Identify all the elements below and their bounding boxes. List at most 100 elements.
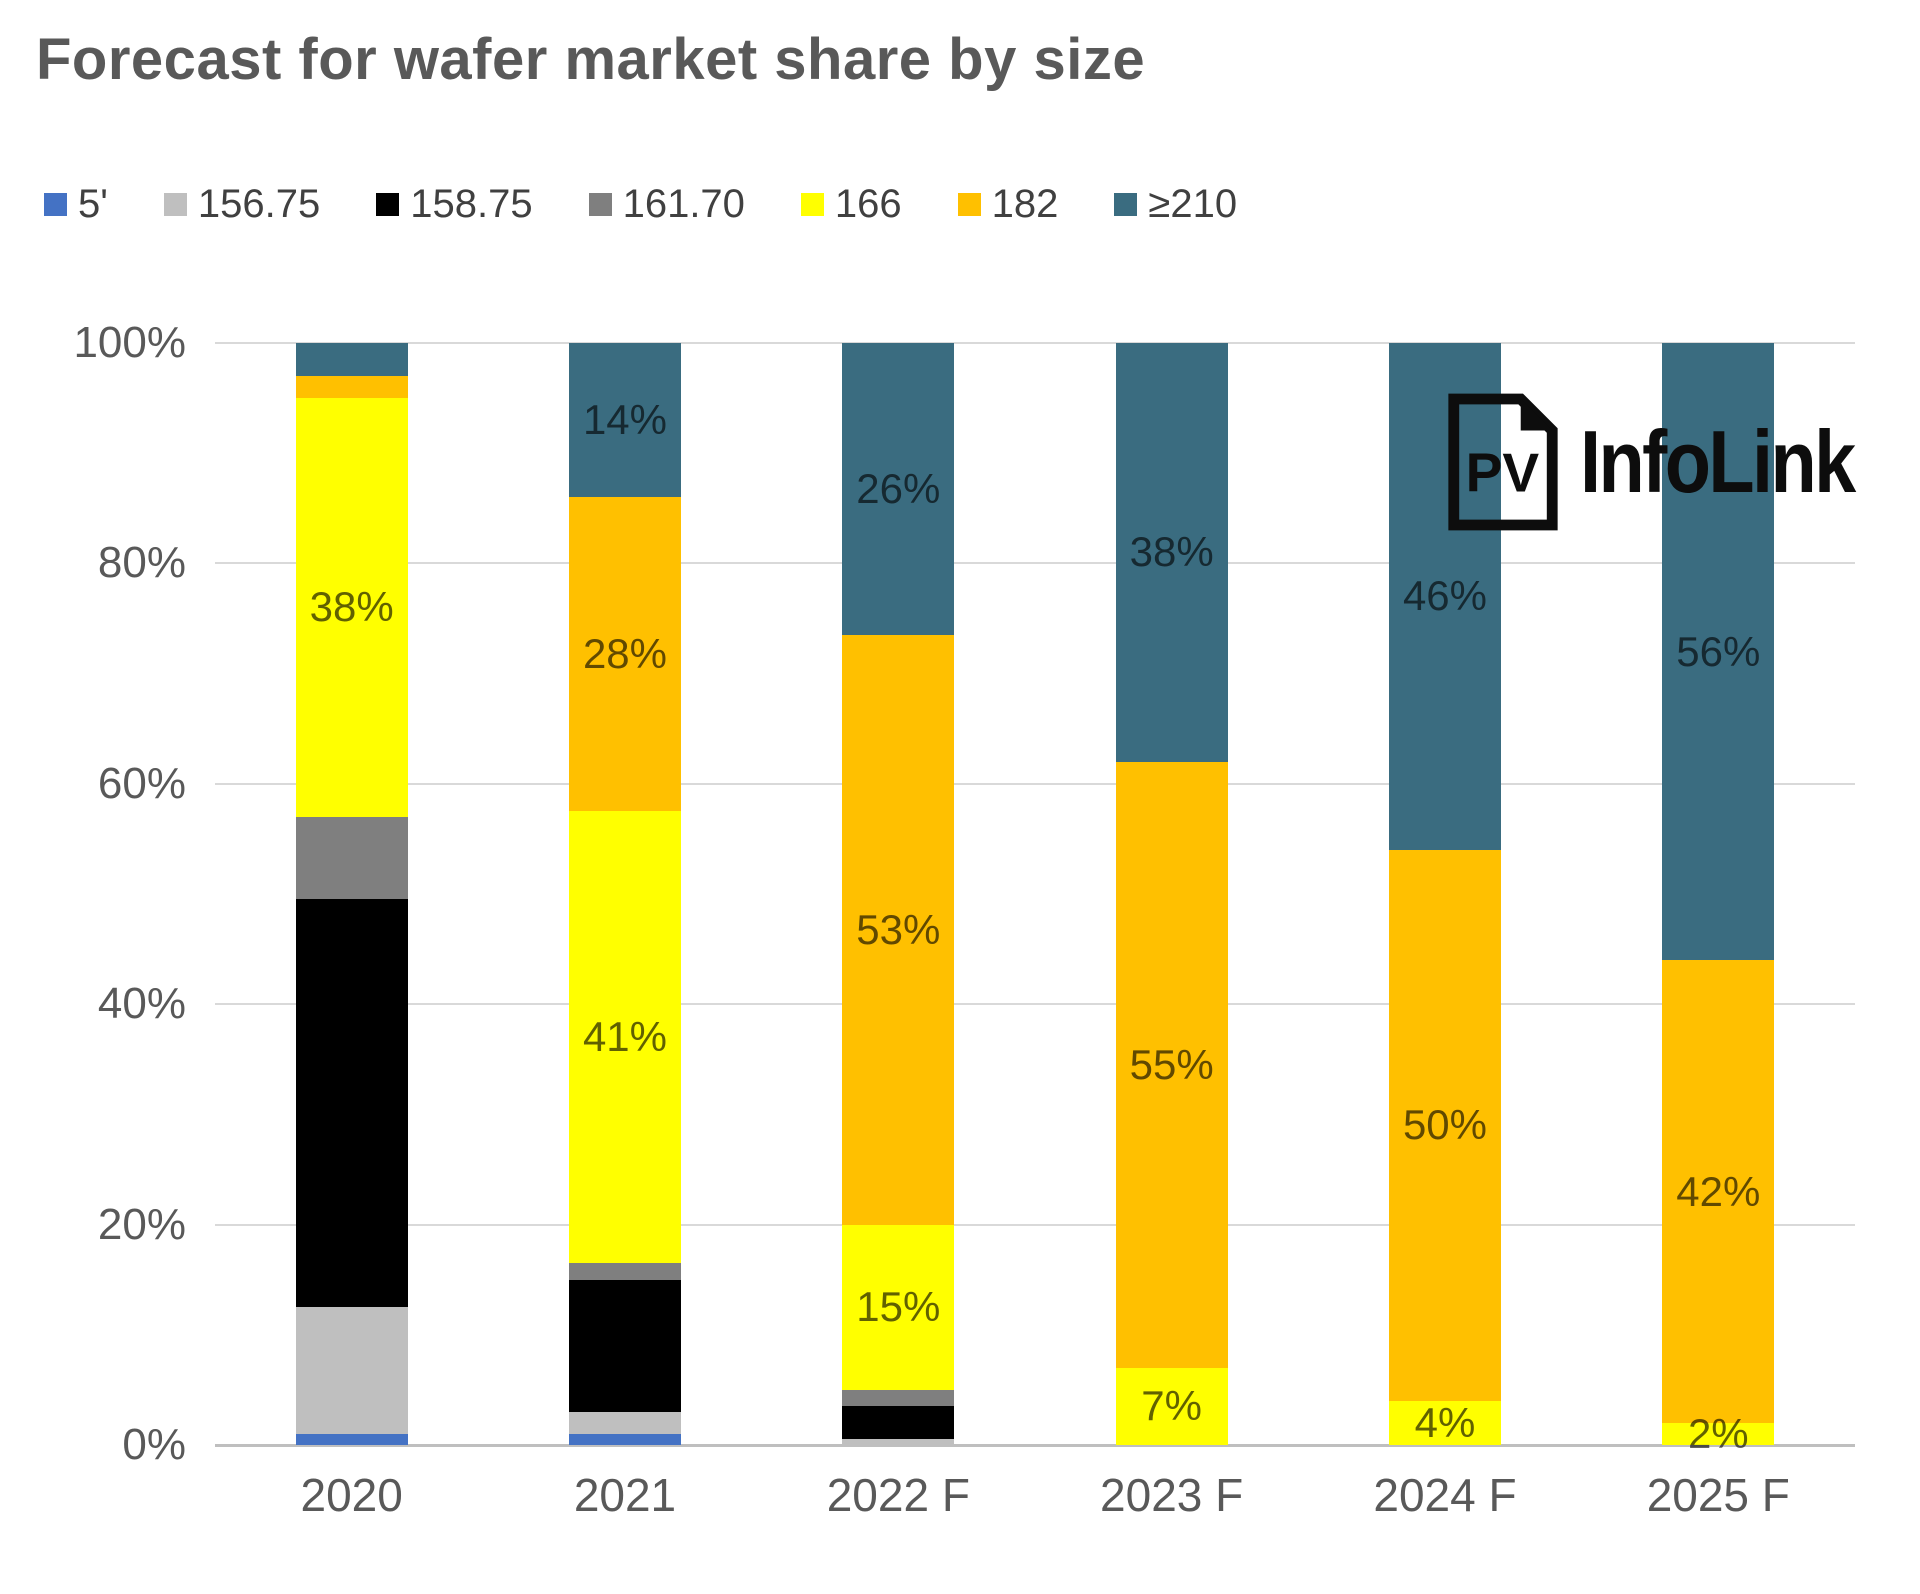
- bar-segment: 42%: [1662, 960, 1775, 1423]
- data-label: 26%: [856, 465, 941, 512]
- bar-segment: 14%: [568, 343, 681, 498]
- legend-label: 182: [991, 182, 1059, 226]
- plot-area: 38% 14% 28% 41% 26% 53% 15% 38% 55% 7% 46% 50% 4% 56%…: [215, 342, 1855, 1454]
- legend-swatch: [800, 192, 824, 216]
- stacked-bar: 46% 50% 4%: [1388, 343, 1501, 1446]
- legend-label: 161.70: [622, 182, 745, 226]
- x-axis-tick-label: 2023 F: [1100, 1469, 1244, 1521]
- stacked-bar: 56% 42% 2%: [1662, 343, 1775, 1454]
- y-axis-tick-label: 80%: [97, 538, 186, 588]
- legend-item: 161.70: [588, 182, 745, 226]
- legend-item: 182: [957, 182, 1059, 226]
- legend-label: 5': [78, 182, 108, 226]
- y-axis-tick-label: 0%: [122, 1420, 186, 1469]
- data-label: 55%: [1129, 1040, 1214, 1088]
- data-label: 42%: [1676, 1167, 1761, 1215]
- bar-segment: [842, 1439, 955, 1445]
- x-axis-tick-label: 2025 F: [1646, 1469, 1790, 1521]
- bar-segment: 26%: [842, 343, 955, 636]
- data-label: 41%: [582, 1013, 668, 1061]
- legend-label: 166: [834, 182, 902, 226]
- stacked-bar: 26% 53% 15%: [842, 343, 955, 1445]
- legend-label: 156.75: [197, 182, 321, 226]
- svg-text:PV: PV: [1466, 442, 1540, 504]
- category-slot: 38% 55% 7%: [1035, 343, 1308, 1445]
- y-axis-labels: 100% 80% 60% 40% 20% 0%: [0, 321, 198, 1467]
- data-label: 53%: [856, 905, 941, 953]
- legend-item: 5': [44, 184, 108, 224]
- bar-segment: 56%: [1662, 343, 1775, 961]
- bar-segment: [568, 1263, 681, 1280]
- pv-document-icon: PV: [1448, 393, 1558, 531]
- bar-segment: 55%: [1115, 761, 1228, 1368]
- data-label: 4%: [1414, 1398, 1476, 1446]
- x-axis-tick-label: 2024 F: [1373, 1469, 1517, 1521]
- bar-segment: 38%: [295, 398, 408, 817]
- bar-segment: 28%: [568, 497, 681, 812]
- bar-segment: [295, 343, 408, 377]
- legend-item: 156.75: [163, 182, 321, 226]
- chart-title: Forecast for wafer market share by size: [36, 27, 1146, 92]
- data-label: 15%: [856, 1283, 941, 1331]
- legend-item: ≥210: [1114, 184, 1237, 224]
- pv-infolink-logo: PV InfoLink: [1440, 388, 1898, 536]
- category-slot: 14% 28% 41%: [488, 343, 761, 1445]
- y-axis-tick-label: 100%: [73, 318, 186, 367]
- legend-swatch: [163, 192, 187, 216]
- category-slot: 26% 53% 15%: [762, 343, 1035, 1445]
- data-label: 14%: [582, 396, 668, 444]
- bars-layer: 38% 14% 28% 41% 26% 53% 15% 38% 55% 7% 46% 50% 4% 56%…: [215, 343, 1855, 1454]
- bar-segment: [842, 1389, 955, 1407]
- category-slot: 56% 42% 2%: [1582, 343, 1855, 1454]
- bar-segment: [568, 1433, 681, 1445]
- y-axis-tick-label: 20%: [97, 1199, 186, 1249]
- legend-label: 158.75: [410, 182, 533, 226]
- data-label: 46%: [1402, 572, 1487, 620]
- legend-swatch: [1114, 192, 1138, 216]
- x-axis-tick-label: 2020: [300, 1469, 403, 1521]
- data-label: 38%: [1129, 528, 1214, 576]
- bar-segment: 2%: [1662, 1412, 1775, 1454]
- x-axis-tick-label: 2021: [573, 1469, 677, 1521]
- x-axis-labels: 2020 2021 2022 F 2023 F 2024 F 2025 F: [215, 1472, 1855, 1518]
- data-label: 50%: [1402, 1101, 1487, 1149]
- logo-text: InfoLink: [1580, 412, 1856, 511]
- gridline: [215, 342, 1855, 344]
- legend-swatch: [44, 192, 67, 216]
- data-label: 7%: [1141, 1382, 1202, 1430]
- data-label: 28%: [582, 630, 668, 678]
- bar-segment: 53%: [842, 635, 955, 1225]
- legend-swatch: [376, 192, 400, 216]
- bar-segment: [295, 376, 408, 399]
- legend-label: ≥210: [1148, 182, 1238, 226]
- bar-segment: [295, 816, 408, 900]
- bar-segment: 41%: [568, 811, 681, 1264]
- legend-item: 166: [800, 182, 902, 226]
- stacked-bar: 38%: [295, 343, 408, 1445]
- bar-segment: [842, 1406, 955, 1440]
- bar-segment: [568, 1411, 681, 1434]
- gridline: [215, 1003, 1855, 1006]
- bar-segment: 38%: [1115, 343, 1228, 762]
- category-slot: 46% 50% 4%: [1308, 343, 1581, 1445]
- bar-segment: [295, 899, 408, 1308]
- category-slot: 38%: [215, 343, 488, 1445]
- bar-segment: 4%: [1388, 1398, 1501, 1446]
- bar-segment: [295, 1433, 408, 1445]
- legend-swatch: [957, 192, 981, 216]
- gridline: [215, 1223, 1855, 1226]
- legend: 5' 156.75 158.75 161.70 166 182 ≥210: [44, 184, 1237, 224]
- gridline: [215, 562, 1855, 565]
- bar-segment: [295, 1307, 408, 1434]
- x-axis-tick-label: 2022 F: [826, 1469, 970, 1521]
- legend-swatch: [588, 192, 612, 216]
- stacked-bar: 14% 28% 41%: [568, 343, 681, 1445]
- gridline: [215, 782, 1855, 785]
- data-label: 38%: [309, 583, 394, 631]
- bar-segment: 15%: [842, 1224, 955, 1390]
- data-label: 2%: [1687, 1409, 1749, 1457]
- stacked-bar: 38% 55% 7%: [1115, 343, 1228, 1445]
- data-label: 56%: [1676, 627, 1761, 675]
- gridline: [215, 1444, 1855, 1447]
